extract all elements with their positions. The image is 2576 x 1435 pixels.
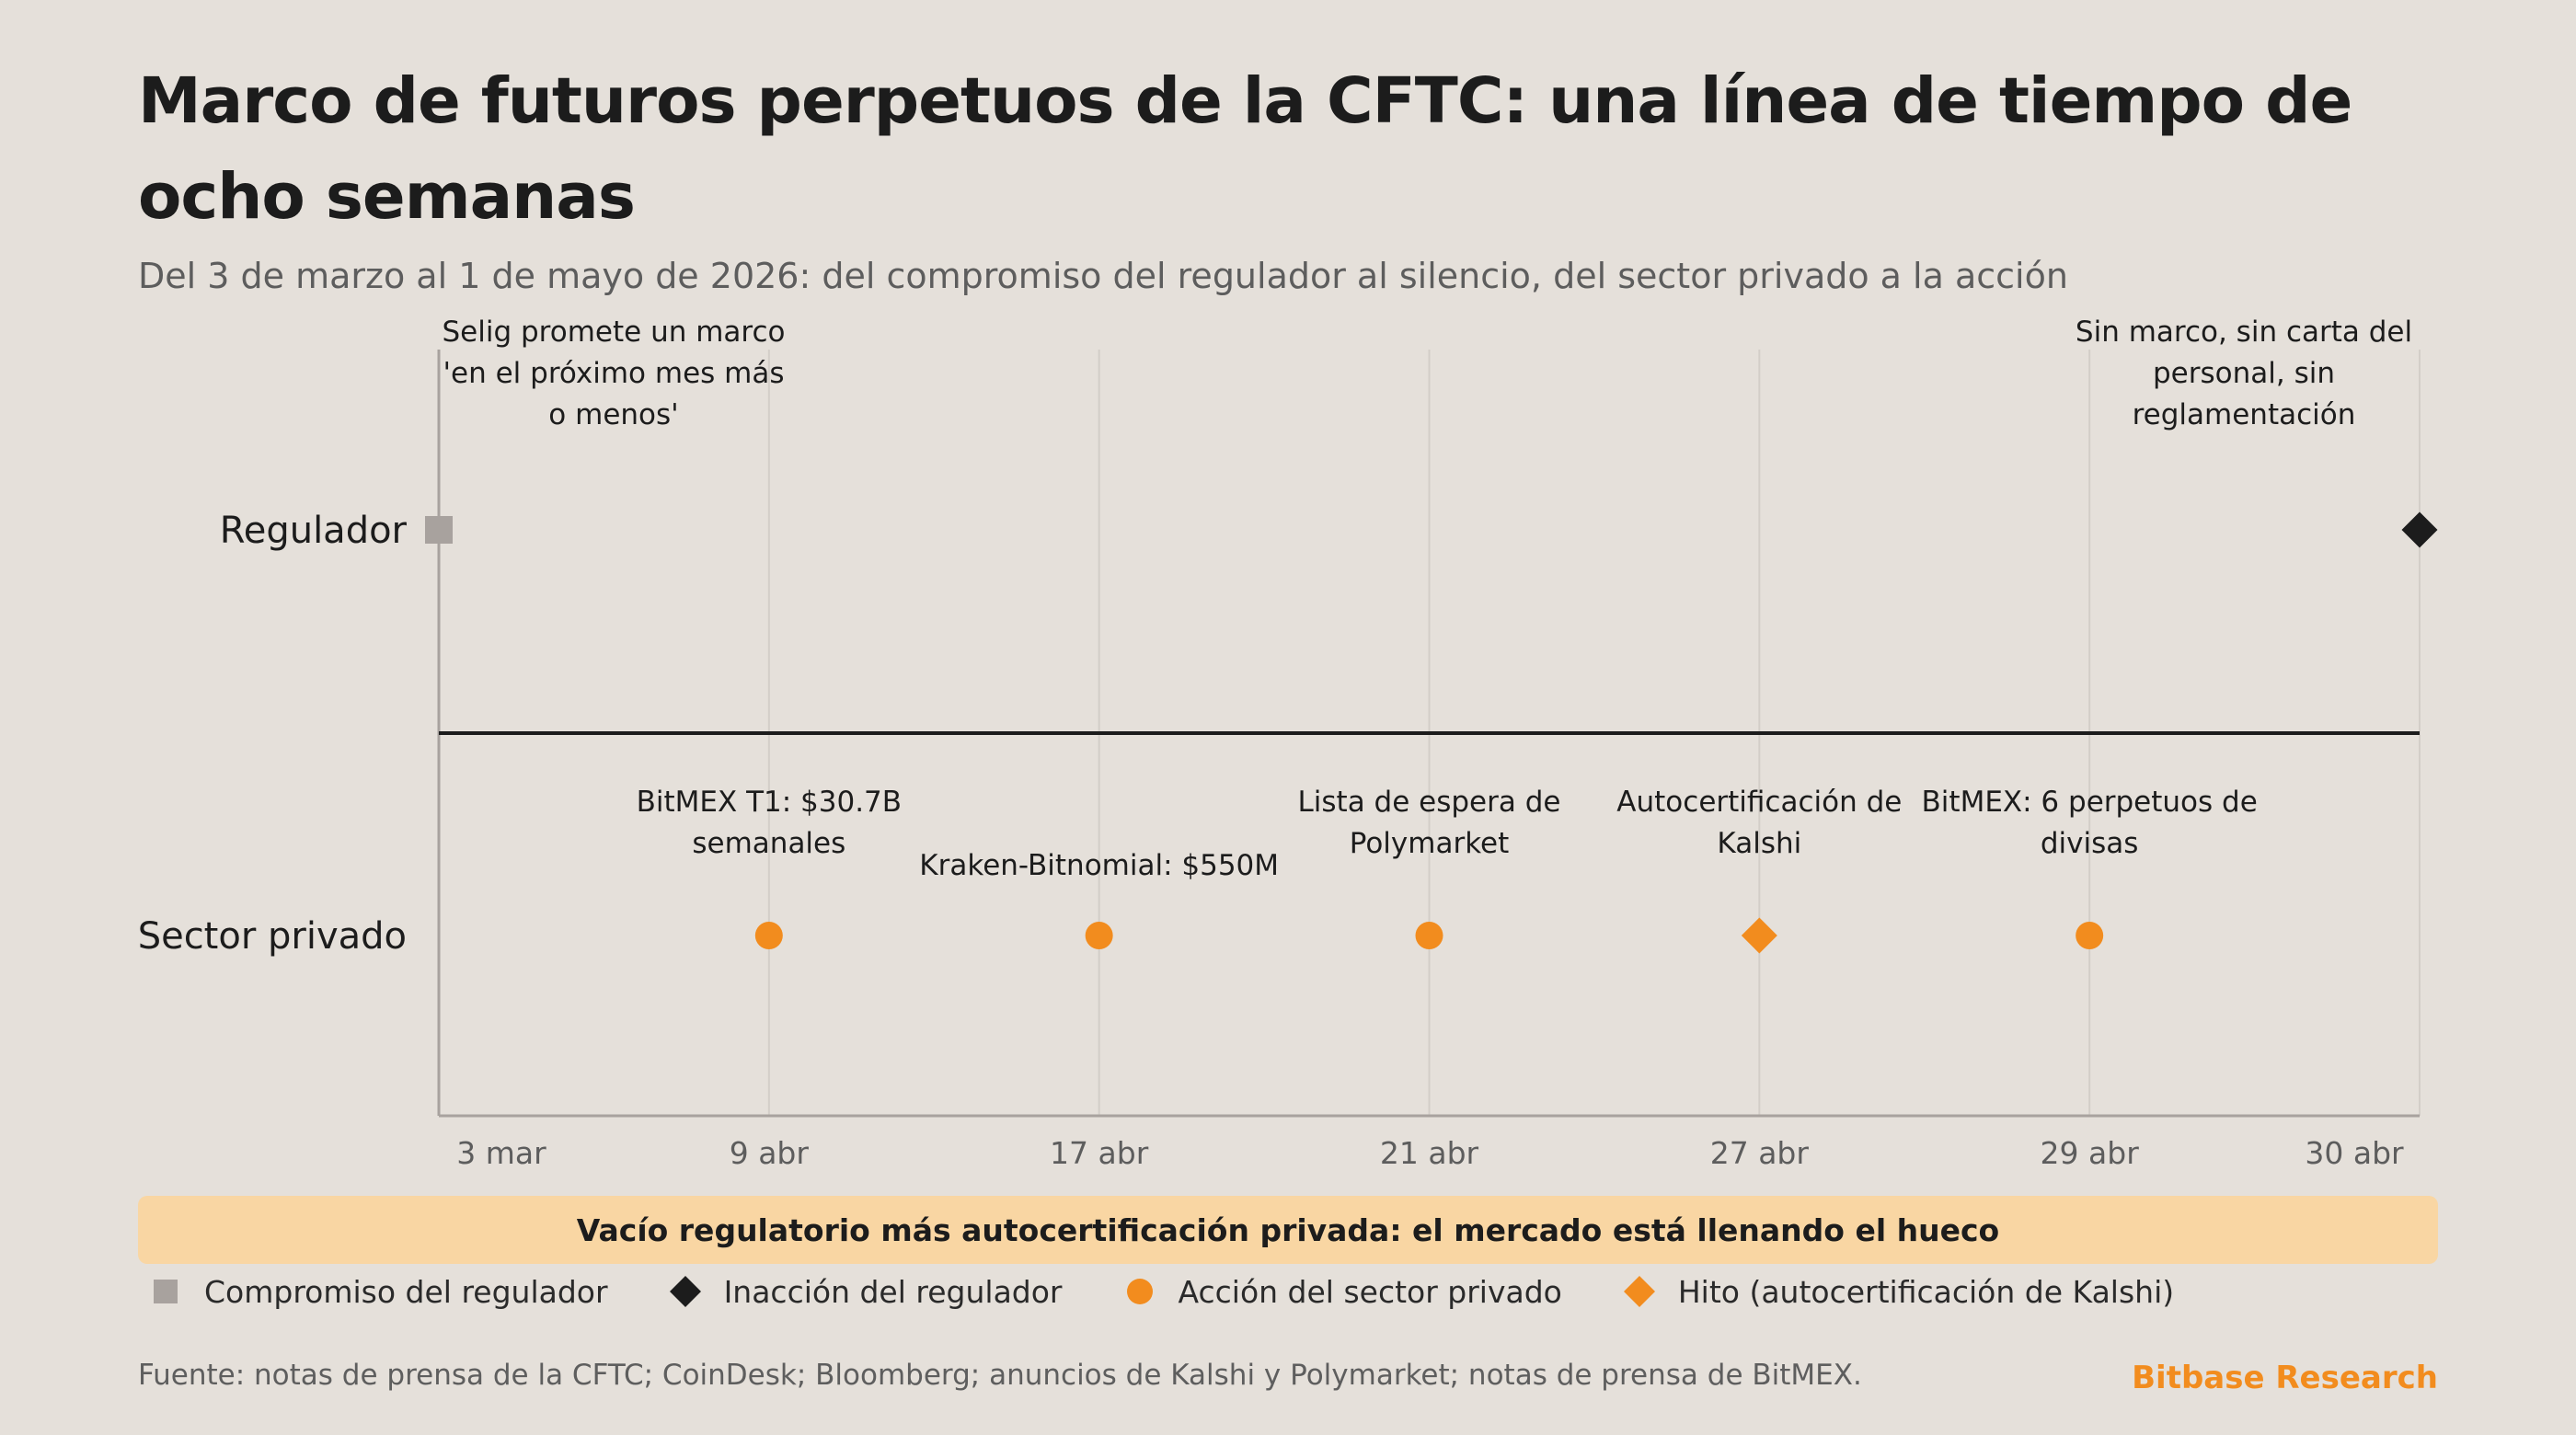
- source-note: Fuente: notas de prensa de la CFTC; Coin…: [138, 1359, 1862, 1392]
- event-marker: [1085, 922, 1113, 949]
- event-label-line: BitMEX: 6 perpetuos de: [1922, 786, 2258, 819]
- event-marker: [425, 516, 453, 544]
- event-label: Kraken-Bitnomial: $550M: [919, 849, 1279, 882]
- x-tick-label: 29 abr: [2041, 1135, 2140, 1171]
- event-label-line: Autocertificación de: [1616, 786, 1902, 819]
- lane-label: Sector privado: [138, 915, 407, 958]
- x-tick-label: 30 abr: [2305, 1135, 2404, 1171]
- legend-item: Compromiso del regulador: [147, 1273, 608, 1310]
- event-label: Lista de espera de Polymarket: [1298, 786, 1561, 860]
- chart-subtitle: Del 3 de marzo al 1 de mayo de 2026: del…: [138, 256, 2068, 296]
- event-label: Selig promete un marco 'en el próximo mes…: [443, 316, 786, 431]
- legend-label: Compromiso del regulador: [204, 1273, 608, 1310]
- event-label-line: 'en el próximo mes más: [443, 357, 785, 390]
- legend-item: Inacción del regulador: [667, 1273, 1063, 1310]
- legend-item: Acción del sector privado: [1121, 1273, 1562, 1310]
- event-label-line: Lista de espera de: [1298, 786, 1561, 819]
- diamond-marker-icon: [669, 1276, 701, 1307]
- event-marker: [1415, 922, 1443, 949]
- event-label-line: personal, sin: [2153, 357, 2335, 390]
- legend-item: Hito (autocertificación de Kalshi): [1621, 1273, 2174, 1310]
- event-marker: [2076, 922, 2104, 949]
- event-label-line: reglamentación: [2133, 398, 2356, 431]
- event-label-line: Polymarket: [1350, 827, 1510, 860]
- event-label-line: semanales: [692, 827, 845, 860]
- brand-logo-text: Bitbase Research: [2132, 1360, 2438, 1396]
- legend-label: Acción del sector privado: [1178, 1273, 1562, 1310]
- diamond-marker-icon: [1623, 1276, 1655, 1307]
- event-label-line: BitMEX T1: $30.7B: [637, 786, 902, 819]
- summary-banner: Vacío regulatorio más autocertificación …: [138, 1196, 2438, 1264]
- event-label: Autocertificación de Kalshi: [1616, 786, 1902, 860]
- summary-banner-text: Vacío regulatorio más autocertificación …: [576, 1211, 2000, 1248]
- event-label-line: Sin marco, sin carta del: [2076, 316, 2412, 349]
- lane-label: Regulador: [220, 510, 408, 552]
- legend-label: Hito (autocertificación de Kalshi): [1677, 1273, 2175, 1310]
- event-marker: [1741, 917, 1777, 954]
- event-label-line: Selig promete un marco: [443, 316, 786, 349]
- x-tick-label: 27 abr: [1710, 1135, 1810, 1171]
- event-label: BitMEX T1: $30.7B semanales: [637, 786, 902, 860]
- circle-marker-icon: [1126, 1279, 1153, 1304]
- event-label: Sin marco, sin carta del personal, sin reg…: [2076, 316, 2412, 431]
- x-tick-label: 3 mar: [456, 1135, 546, 1171]
- event-label-line: o menos': [548, 398, 678, 431]
- event-label-line: divisas: [2041, 827, 2139, 860]
- x-tick-label: 17 abr: [1050, 1135, 1149, 1171]
- x-tick-label: 9 abr: [730, 1135, 810, 1171]
- event-marker: [754, 922, 783, 949]
- event-label: BitMEX: 6 perpetuos de divisas: [1922, 786, 2258, 860]
- square-marker-icon: [154, 1280, 178, 1303]
- legend: Compromiso del regulador Inacción del reg…: [147, 1268, 2233, 1315]
- x-tick-label: 21 abr: [1380, 1135, 1479, 1171]
- event-marker: [2401, 511, 2438, 548]
- chart-title: Marco de futuros perpetuos de la CFTC: u…: [138, 64, 2352, 234]
- event-label-line: Kraken-Bitnomial: $550M: [919, 849, 1279, 882]
- legend-label: Inacción del regulador: [723, 1273, 1063, 1310]
- event-label-line: Kalshi: [1717, 827, 1801, 860]
